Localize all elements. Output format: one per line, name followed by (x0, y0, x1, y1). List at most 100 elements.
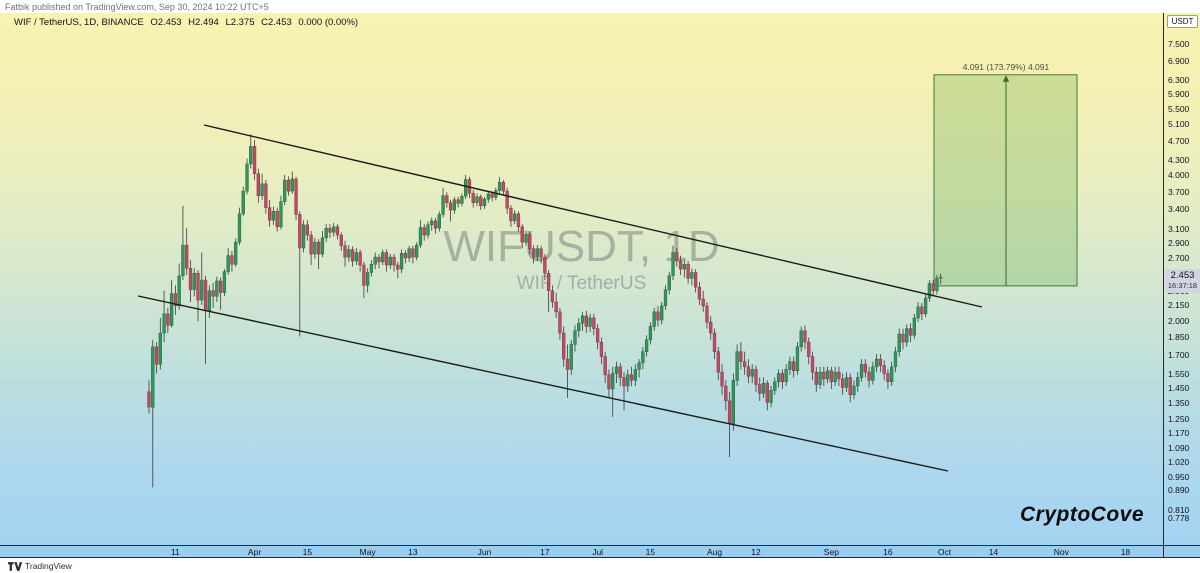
price-tick-label: 4.000 (1168, 170, 1190, 181)
publish-bar: Fatbik published on TradingView.com, Sep… (0, 0, 1200, 13)
candle-up (388, 256, 392, 266)
candle-up (399, 253, 404, 270)
candle-down (256, 173, 260, 196)
candle-down (618, 366, 622, 378)
candle-up (332, 226, 336, 233)
time-tick-label: 13 (408, 547, 418, 557)
candle-down (701, 298, 705, 307)
candle-down (286, 179, 291, 192)
candle-down (675, 252, 679, 262)
time-tick-label: Jul (592, 547, 604, 557)
time-tick-label: 14 (988, 547, 999, 557)
candle-down (562, 332, 566, 360)
candle-down (309, 234, 313, 255)
legend-close: C2.453 (261, 17, 292, 28)
candle-down (433, 220, 438, 229)
candle-up (750, 369, 754, 377)
candle-up (373, 256, 377, 265)
candle-up (641, 351, 645, 364)
candle-up (158, 332, 162, 365)
candle-down (509, 207, 513, 222)
time-tick-label: 16 (883, 547, 893, 557)
candle-down (724, 385, 728, 402)
currency-toggle-button[interactable]: USDT (1167, 15, 1198, 28)
candle-up (437, 214, 441, 229)
candle-down (384, 252, 389, 266)
candle-down (697, 286, 702, 300)
candle-up (577, 322, 581, 332)
candle-down (656, 311, 660, 321)
candle-down (490, 193, 494, 198)
candle-up (192, 273, 196, 291)
candle-up (354, 252, 359, 262)
candle-up (441, 195, 445, 215)
candle-up (430, 220, 434, 226)
candle-down (147, 391, 151, 408)
candle-down (878, 358, 883, 366)
candle-up (660, 305, 664, 321)
candle-down (166, 313, 170, 326)
candle-up (535, 248, 539, 258)
price-tick-label: 1.090 (1168, 442, 1190, 453)
legend-high: H2.494 (188, 17, 219, 28)
candle-up (475, 196, 479, 203)
candle-up (482, 198, 487, 207)
candle-down (629, 374, 634, 381)
price-tick-label: 1.700 (1168, 349, 1190, 360)
candle-up (151, 346, 155, 408)
price-tick-label: 0.778 (1168, 513, 1190, 524)
channel-trendline[interactable] (137, 295, 949, 472)
time-tick-label: Jun (477, 547, 492, 557)
price-tick-label: 3.700 (1168, 186, 1190, 197)
candle-up (222, 271, 227, 293)
chart-canvas[interactable]: WIFUSDT, 1D WIF / TetherUS 4.091 (173.79… (0, 13, 1200, 545)
candle-up (260, 183, 264, 196)
candle-up (799, 330, 803, 348)
tradingview-logo-icon (8, 561, 22, 571)
candle-up (852, 385, 856, 396)
channel-signature: CryptoCove (1020, 503, 1145, 526)
candle-up (923, 297, 928, 315)
candle-up (833, 371, 837, 382)
price-tick-label: 1.350 (1168, 397, 1190, 408)
time-tick-label: Nov (1053, 547, 1069, 557)
channel-trendline[interactable] (203, 124, 983, 308)
candle-down (720, 371, 724, 387)
time-axis[interactable]: 11 Apr 15 May 13 Jun 17 Jul 15 Aug 12 Sep 16 Oct 14 Nov… (0, 545, 1200, 559)
price-tick-label: 1.020 (1168, 456, 1190, 467)
symbol-legend[interactable]: WIF / TetherUS, 1D, BINANCE O2.453 H2.49… (14, 17, 362, 28)
candle-down (456, 199, 460, 204)
candle-up (844, 377, 849, 388)
candle-down (622, 377, 626, 387)
candlestick-plot[interactable] (0, 13, 1163, 545)
candle-down (411, 248, 415, 258)
footer-bar: TradingView (0, 558, 1200, 573)
candle-down (841, 378, 845, 388)
candle-up (245, 163, 249, 192)
price-axis[interactable]: USDT 2.453 16:37:18 7.500 6.900 6.300 5.900… (1163, 13, 1200, 545)
price-range-label[interactable]: 4.091 (173.79%) 4.091 (962, 61, 1050, 72)
price-tick-label: 1.450 (1168, 382, 1190, 393)
candle-down (471, 193, 475, 203)
price-tick-label: 4.300 (1168, 155, 1190, 166)
candle-up (890, 366, 894, 382)
candle-down (448, 202, 453, 211)
tradingview-logo[interactable]: TradingView (8, 561, 72, 571)
candle-up (301, 224, 306, 249)
candle-up (776, 373, 781, 382)
candle-down (305, 224, 309, 236)
candle-down (565, 358, 570, 370)
candle-up (935, 278, 939, 291)
legend-open: O2.453 (150, 17, 182, 28)
candle-up (497, 181, 502, 191)
candle-down (727, 400, 732, 424)
candle-down (803, 330, 807, 343)
candle-up (313, 241, 317, 255)
candle-down (558, 311, 562, 334)
candle-up (464, 179, 468, 197)
legend-symbol[interactable]: WIF / TetherUS, 1D, BINANCE (14, 17, 144, 28)
candle-down (188, 268, 193, 291)
candle-down (743, 361, 747, 368)
candle-up (788, 361, 792, 370)
time-tick-label: May (359, 547, 376, 557)
